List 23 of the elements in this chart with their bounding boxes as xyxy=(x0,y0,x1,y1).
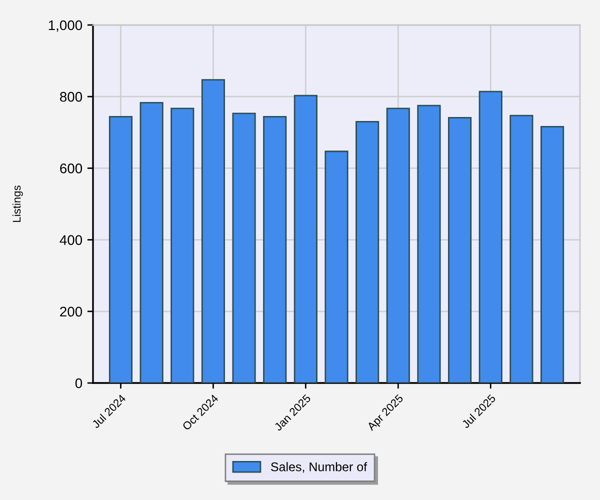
bar xyxy=(324,150,348,383)
y-axis-title: Listings xyxy=(12,186,23,222)
legend-label: Sales, Number of xyxy=(271,462,368,473)
y-tick-label: 200 xyxy=(60,306,82,317)
bar xyxy=(263,116,287,383)
bar xyxy=(140,102,164,383)
bar xyxy=(417,104,441,383)
y-tick-label: 800 xyxy=(60,92,82,102)
bar xyxy=(448,117,472,383)
bar xyxy=(386,108,410,383)
y-tick-label: 400 xyxy=(60,235,82,245)
y-tick-label: 600 xyxy=(60,164,82,174)
bar xyxy=(108,116,133,383)
y-tick-label: 0 xyxy=(75,378,82,388)
bar xyxy=(170,108,194,383)
bar xyxy=(201,79,225,383)
bar xyxy=(510,114,534,383)
y-tick-label: 1,000 xyxy=(48,20,82,32)
bar xyxy=(294,94,318,383)
bar xyxy=(356,120,380,383)
bar xyxy=(232,112,256,383)
bar xyxy=(478,90,502,383)
bar xyxy=(540,126,564,383)
